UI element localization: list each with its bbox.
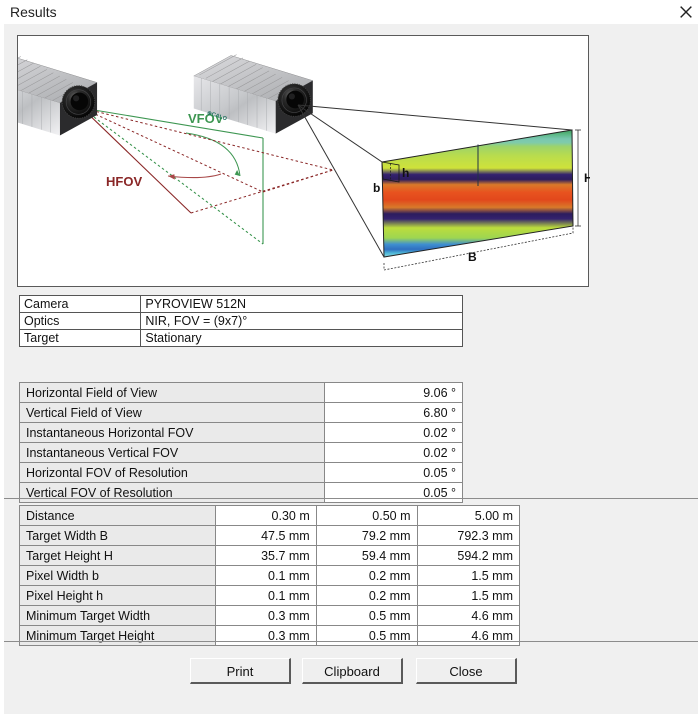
svg-text:HFOV: HFOV: [106, 174, 142, 189]
svg-text:b: b: [373, 181, 380, 195]
svg-text:H: H: [584, 171, 590, 185]
svg-text:B: B: [468, 250, 477, 264]
svg-text:h: h: [402, 166, 409, 180]
